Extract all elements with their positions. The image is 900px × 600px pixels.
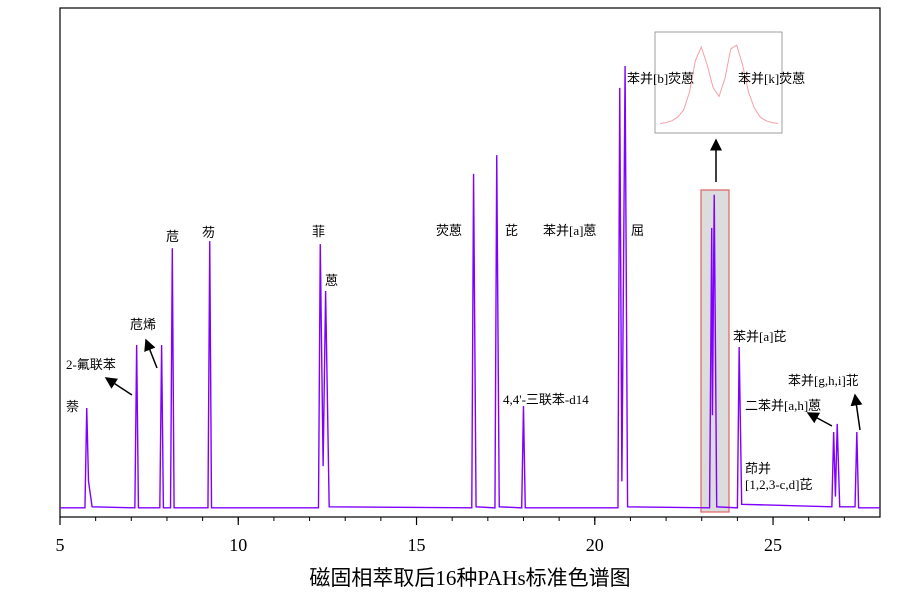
chromatogram-trace xyxy=(60,66,880,509)
peak-label: 苯并[k]荧蒽 xyxy=(738,71,805,86)
peak-label: 苯并[a]芘 xyxy=(733,329,786,344)
peak-label: 芴 xyxy=(202,225,215,240)
peak-label: 苯并[a]蒽 xyxy=(543,223,596,238)
peak-label: 苊 xyxy=(166,229,179,244)
peak-label: 4,4'-三联苯-d14 xyxy=(503,392,589,407)
peak-label: 屈 xyxy=(631,223,644,238)
peak-label: 二苯并[a,h]蒽 xyxy=(745,398,821,413)
peak-label: 荧蒽 xyxy=(436,223,462,238)
peak-label: 苊烯 xyxy=(130,317,156,332)
arrow xyxy=(144,338,158,369)
inset-trace xyxy=(659,44,779,124)
peak-label: 苯并[b]荧蒽 xyxy=(627,71,694,86)
arrow xyxy=(104,377,133,396)
peak-label: 2-氟联苯 xyxy=(66,357,116,372)
x-tick-label: 20 xyxy=(586,535,604,555)
plot-frame xyxy=(59,7,881,518)
arrow xyxy=(850,393,863,431)
x-tick-label: 10 xyxy=(229,535,247,555)
peak-label: 菲 xyxy=(312,224,325,239)
x-tick-label: 15 xyxy=(408,535,426,555)
inset-frame xyxy=(654,31,783,134)
arrow xyxy=(806,412,833,427)
peak-label: 芘 xyxy=(505,223,518,238)
x-axis-label: 磁固相萃取后16种PAHs标准色谱图 xyxy=(309,566,630,590)
peak-label: 苯并[g,h,i]苝 xyxy=(788,373,859,388)
peak-label: 蒽 xyxy=(325,273,338,288)
arrows xyxy=(104,138,863,431)
x-tick-label: 5 xyxy=(56,535,65,555)
peak-label: [1,2,3-c,d]芘 xyxy=(745,477,813,492)
peak-label: 萘 xyxy=(66,399,79,414)
x-tick-label: 25 xyxy=(764,535,782,555)
peak-label: 茚并 xyxy=(745,461,771,476)
